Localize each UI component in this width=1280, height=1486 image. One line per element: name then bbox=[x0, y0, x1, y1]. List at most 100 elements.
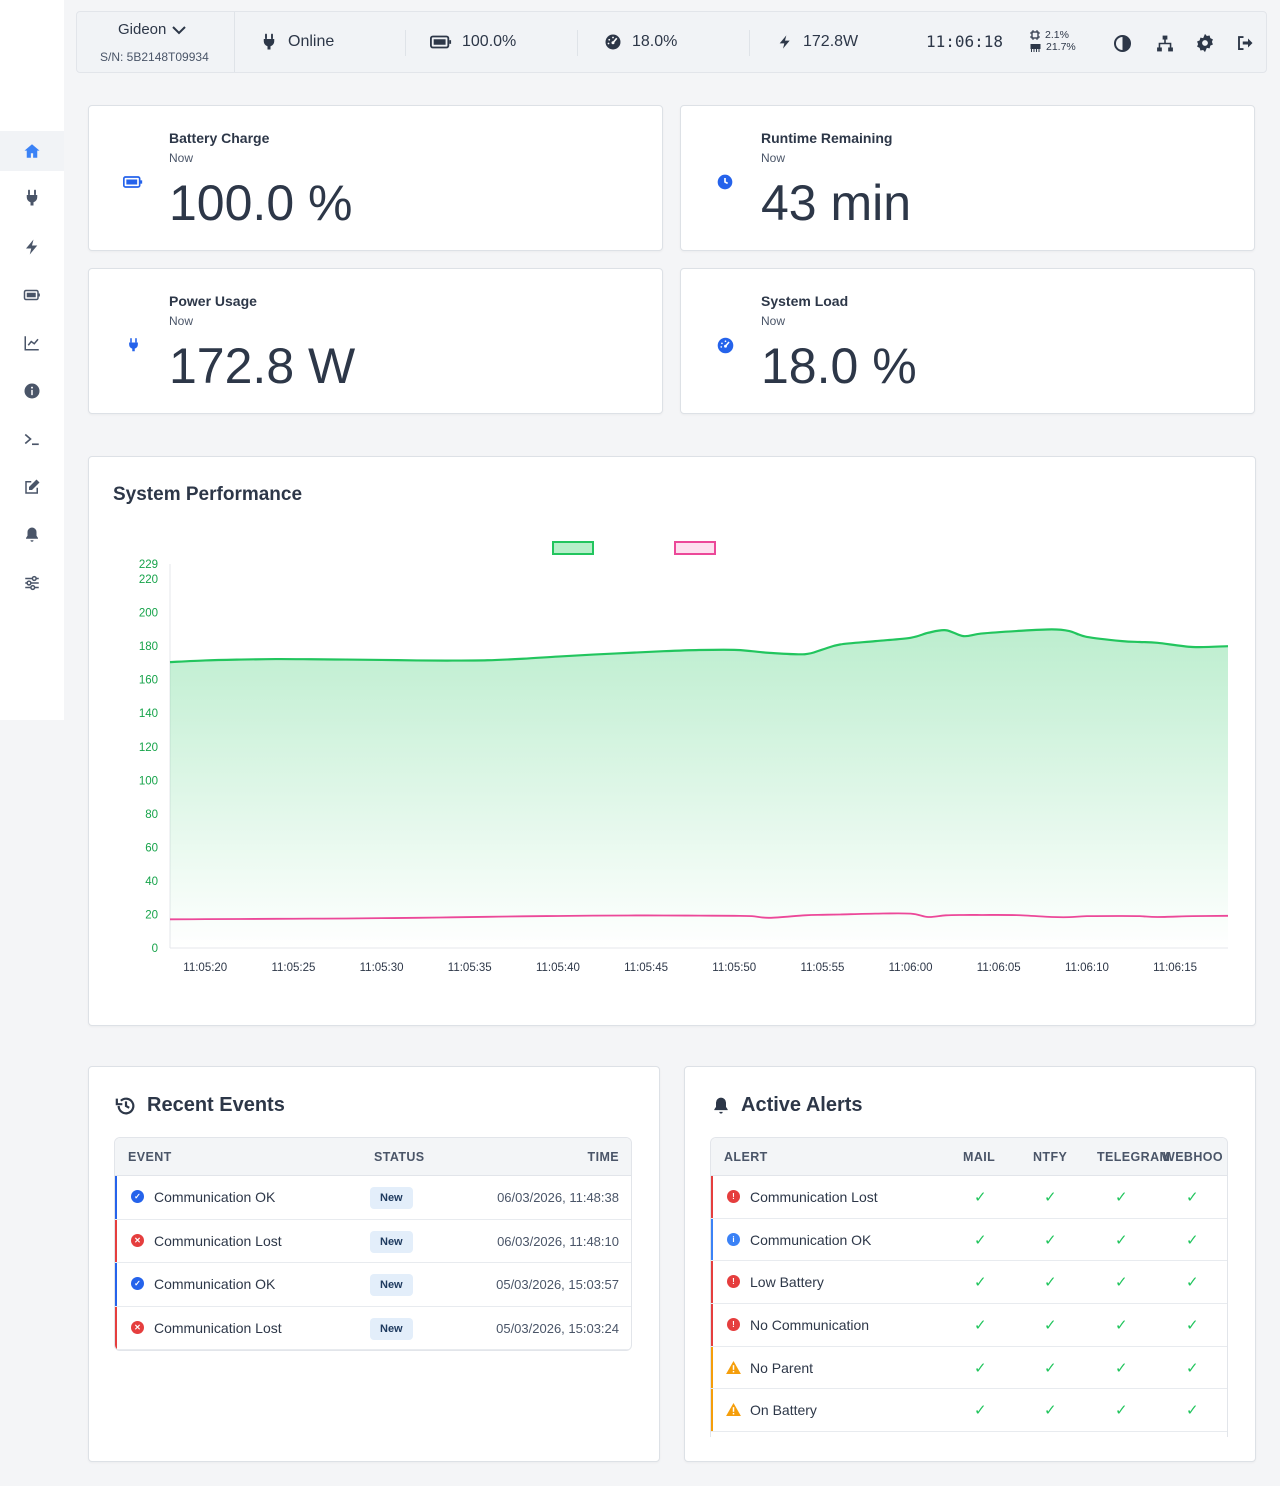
channel-enabled-check[interactable]: ✓ bbox=[1115, 1317, 1128, 1335]
card-title: Battery Charge bbox=[169, 130, 270, 146]
table-row[interactable]: ! Communication Lost ✓ ✓ ✓ ✓ bbox=[711, 1176, 1227, 1219]
runtime-remaining-card: Runtime Remaining Now 43 min bbox=[680, 105, 1255, 251]
gauge-icon bbox=[715, 335, 735, 355]
channel-enabled-check[interactable]: ✓ bbox=[1186, 1231, 1199, 1249]
channel-enabled-check[interactable]: ✓ bbox=[1186, 1189, 1199, 1206]
channel-enabled-check[interactable]: ✓ bbox=[1115, 1231, 1128, 1249]
channel-enabled-check[interactable]: ✓ bbox=[1044, 1317, 1057, 1335]
sidebar-item-home[interactable] bbox=[0, 131, 64, 171]
event-time: 06/03/2026, 11:48:10 bbox=[497, 1233, 619, 1249]
channel-enabled-check[interactable]: ✓ bbox=[1044, 1231, 1057, 1249]
table-row[interactable]: ✕ Communication Lost New 05/03/2026, 15:03:… bbox=[115, 1306, 631, 1350]
card-value: 100.0 % bbox=[169, 175, 353, 231]
active-alerts-card: Active Alerts ALERT MAIL NTFY TELEGRAM W… bbox=[684, 1066, 1256, 1462]
x-tick-label: 11:06:15 bbox=[1153, 962, 1197, 974]
table-row[interactable]: ! No Communication ✓ ✓ ✓ ✓ bbox=[711, 1304, 1227, 1347]
channel-enabled-check[interactable]: ✓ bbox=[1044, 1274, 1057, 1292]
sidebar-item-info[interactable] bbox=[0, 371, 64, 411]
channel-enabled-check[interactable]: ✓ bbox=[974, 1359, 987, 1377]
channel-enabled-check[interactable]: ✓ bbox=[1044, 1189, 1057, 1206]
y-tick-label: 40 bbox=[145, 876, 158, 888]
table-row[interactable]: i Communication OK ✓ ✓ ✓ ✓ bbox=[711, 1218, 1227, 1262]
sliders-icon bbox=[25, 575, 39, 591]
channel-enabled-check[interactable]: ✓ bbox=[1186, 1402, 1199, 1420]
status-bar bbox=[115, 1263, 117, 1306]
table-row[interactable]: ! Low Battery ✓ ✓ ✓ ✓ bbox=[711, 1261, 1227, 1305]
alert-name: No Parent bbox=[750, 1359, 814, 1376]
history-icon bbox=[115, 1097, 135, 1114]
channel-enabled-check[interactable]: ✓ bbox=[1044, 1359, 1057, 1377]
x-tick-label: 11:05:40 bbox=[536, 962, 580, 974]
y-tick-label: 140 bbox=[139, 708, 158, 720]
sidebar-item-editor[interactable] bbox=[0, 467, 64, 507]
x-tick-label: 11:05:30 bbox=[360, 962, 404, 974]
warning-icon bbox=[726, 1403, 741, 1417]
channel-enabled-check[interactable]: ✓ bbox=[1115, 1189, 1128, 1206]
alerts-table: ALERT MAIL NTFY TELEGRAM WEBHOO ! Communi… bbox=[710, 1137, 1228, 1437]
legend-series-power[interactable] bbox=[552, 541, 594, 555]
network-button[interactable] bbox=[1154, 32, 1176, 54]
settings-button[interactable] bbox=[1194, 32, 1216, 54]
table-row[interactable]: No Parent ✓ ✓ ✓ ✓ bbox=[711, 1346, 1227, 1390]
card-title: Runtime Remaining bbox=[761, 130, 893, 146]
channel-enabled-check[interactable]: ✓ bbox=[1115, 1359, 1128, 1377]
legend-series-load[interactable] bbox=[674, 541, 716, 555]
y-tick-label: 220 bbox=[139, 574, 158, 586]
system-performance-card: System Performance 0 20 40 60 80 100 120 140 160… bbox=[88, 456, 1256, 1026]
channel-enabled-check[interactable]: ✓ bbox=[974, 1402, 987, 1420]
sidebar bbox=[0, 0, 64, 720]
y-tick-label: 229 bbox=[139, 559, 158, 571]
theme-toggle-button[interactable] bbox=[1111, 32, 1133, 54]
sidebar-item-battery[interactable] bbox=[0, 275, 64, 315]
alert-name: Communication OK bbox=[750, 1231, 872, 1248]
status-badge: New bbox=[370, 1230, 413, 1253]
sidebar-item-input[interactable] bbox=[0, 178, 64, 218]
channel-enabled-check[interactable]: ✓ bbox=[1186, 1274, 1199, 1292]
event-name: Communication OK bbox=[154, 1276, 276, 1292]
event-time: 06/03/2026, 11:48:38 bbox=[497, 1190, 619, 1205]
channel-enabled-check[interactable]: ✓ bbox=[1115, 1274, 1128, 1292]
cpu-usage: 2.1% bbox=[1045, 29, 1069, 41]
column-header: TELEGRAM bbox=[1097, 1150, 1171, 1164]
channel-enabled-check[interactable]: ✓ bbox=[974, 1274, 987, 1292]
table-row[interactable]: ✓ Communication OK New 06/03/2026, 11:48:38 bbox=[115, 1176, 631, 1220]
battery-icon bbox=[430, 35, 452, 49]
alert-name: Low Battery bbox=[750, 1274, 824, 1291]
check-circle-icon: ✓ bbox=[131, 1277, 144, 1290]
x-tick-label: 11:05:35 bbox=[448, 962, 492, 974]
table-row[interactable]: On Battery ✓ ✓ ✓ ✓ bbox=[711, 1389, 1227, 1433]
x-tick-label: 11:06:05 bbox=[977, 962, 1021, 974]
channel-enabled-check[interactable]: ✓ bbox=[974, 1189, 987, 1206]
terminal-icon bbox=[24, 433, 39, 446]
channel-enabled-check[interactable]: ✓ bbox=[974, 1231, 987, 1249]
channel-enabled-check[interactable]: ✓ bbox=[1186, 1359, 1199, 1377]
sidebar-item-notifications[interactable] bbox=[0, 515, 64, 555]
sidebar-item-settings[interactable] bbox=[0, 563, 64, 603]
channel-enabled-check[interactable]: ✓ bbox=[1115, 1402, 1128, 1420]
x-tick-label: 11:05:50 bbox=[712, 962, 756, 974]
error-icon: ! bbox=[727, 1318, 740, 1332]
card-value: 18.0 % bbox=[761, 338, 917, 394]
alerts-body: ! Communication Lost ✓ ✓ ✓ ✓ i Communication OK… bbox=[711, 1176, 1227, 1433]
chart-line-icon bbox=[24, 336, 39, 351]
power-text: 172.8W bbox=[803, 33, 859, 50]
sidebar-item-power[interactable] bbox=[0, 227, 64, 267]
events-table: EVENT STATUS TIME ✓ Communication OK New 06… bbox=[114, 1137, 632, 1351]
edit-icon bbox=[25, 479, 40, 494]
channel-enabled-check[interactable]: ✓ bbox=[1044, 1402, 1057, 1420]
severity-bar bbox=[711, 1389, 713, 1432]
channel-enabled-check[interactable]: ✓ bbox=[974, 1317, 987, 1335]
plug-icon bbox=[26, 189, 38, 206]
column-header: EVENT bbox=[128, 1150, 172, 1164]
x-tick-label: 11:05:55 bbox=[800, 962, 844, 974]
sidebar-item-charts[interactable] bbox=[0, 323, 64, 363]
table-row[interactable]: ✕ Communication Lost New 06/03/2026, 11:48:… bbox=[115, 1219, 631, 1263]
table-row[interactable]: ✓ Communication OK New 05/03/2026, 15:03:57 bbox=[115, 1263, 631, 1307]
card-subtitle: Now bbox=[761, 151, 786, 165]
events-body: ✓ Communication OK New 06/03/2026, 11:48:38… bbox=[115, 1176, 631, 1350]
sidebar-item-terminal[interactable] bbox=[0, 419, 64, 459]
system-usage: 2.1% 21.7% bbox=[1030, 29, 1076, 53]
logout-button[interactable] bbox=[1234, 32, 1256, 54]
device-selector[interactable]: Gideon S/N: 5B2148T09934 bbox=[77, 12, 235, 72]
channel-enabled-check[interactable]: ✓ bbox=[1186, 1317, 1199, 1335]
